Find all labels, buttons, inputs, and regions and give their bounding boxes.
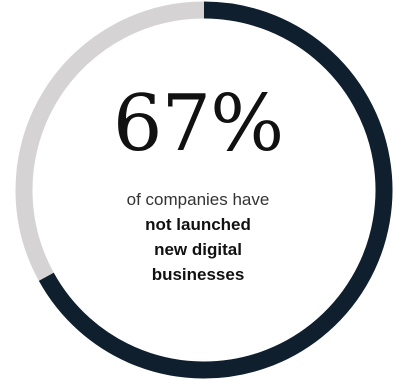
donut-slice-not-launched — [38, 1, 393, 379]
caption: of companies have not launched new digit… — [98, 187, 298, 287]
donut-slice-launched — [15, 1, 205, 281]
caption-line-3: new digital — [154, 240, 242, 259]
percentage-value: 67% — [112, 79, 284, 169]
caption-line-4: businesses — [151, 265, 245, 284]
caption-line-2: not launched — [145, 215, 251, 234]
caption-line-1: of companies have — [126, 190, 270, 209]
